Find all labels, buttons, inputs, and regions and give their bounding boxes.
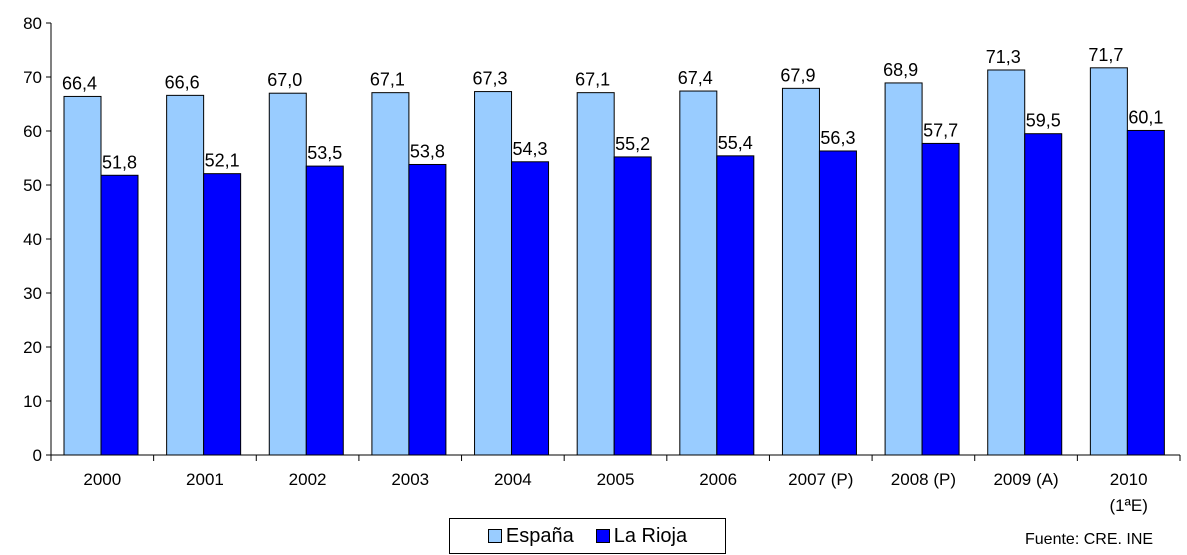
- bar-la-rioja: [921, 142, 960, 456]
- data-label-la-rioja: 53,5: [307, 143, 342, 163]
- data-label-espana: 71,7: [1088, 45, 1123, 65]
- data-label-espana: 66,4: [62, 73, 97, 93]
- bar-la-rioja: [1126, 129, 1165, 456]
- y-tick-label: 70: [23, 68, 42, 87]
- bar-espana: [987, 69, 1026, 456]
- bar-espana: [884, 82, 923, 456]
- bar-espana: [474, 91, 513, 456]
- bar-espana: [576, 92, 615, 456]
- y-tick-label: 50: [23, 176, 42, 195]
- data-label-la-rioja: 56,3: [820, 128, 855, 148]
- data-label-espana: 71,3: [986, 47, 1021, 67]
- y-tick-label: 30: [23, 284, 42, 303]
- x-tick-label: 2010 (1ªE): [1109, 470, 1147, 515]
- bar-la-rioja: [1024, 133, 1063, 456]
- bar-espana: [1089, 67, 1128, 456]
- bar-la-rioja: [408, 163, 447, 456]
- legend-swatch-espana: [487, 529, 502, 543]
- bar-la-rioja: [511, 161, 550, 456]
- x-tick-label: 2001: [186, 470, 224, 489]
- data-label-la-rioja: 59,5: [1026, 111, 1061, 131]
- x-tick-label: 2008 (P): [891, 470, 956, 489]
- bars: [63, 67, 1165, 456]
- bar-espana: [268, 92, 307, 456]
- data-label-la-rioja: 52,1: [205, 151, 240, 171]
- data-labels: 66,4 66,6 67,0 67,1 67,3 67,1 67,4 67,9 68,9 71,3…: [62, 45, 1163, 172]
- data-label-la-rioja: 55,4: [718, 133, 753, 153]
- data-label-espana: 68,9: [883, 60, 918, 80]
- x-tick-label: 2006: [699, 470, 737, 489]
- y-tick-label: 40: [23, 230, 42, 249]
- data-label-espana: 67,3: [473, 69, 508, 89]
- bar-espana: [781, 87, 820, 456]
- bar-la-rioja: [203, 173, 242, 456]
- y-tick-label: 10: [23, 392, 42, 411]
- bar-la-rioja: [818, 150, 857, 456]
- bar-espana: [371, 92, 410, 456]
- y-tick-label: 60: [23, 122, 42, 141]
- data-label-espana: 67,0: [267, 70, 302, 90]
- x-tick-label: 2005: [597, 470, 635, 489]
- y-tick-label: 80: [23, 14, 42, 33]
- x-tick-label: 2009 (A): [993, 470, 1058, 489]
- legend-item-espana: España: [487, 524, 574, 548]
- data-label-la-rioja: 51,8: [102, 152, 137, 172]
- x-axis: 2000 2001 2002 2003 2004 2005 2006 2007 (P) 2008…: [50, 454, 1181, 515]
- bar-la-rioja: [613, 156, 652, 456]
- y-tick-label: 0: [33, 446, 42, 465]
- data-label-espana: 67,9: [780, 65, 815, 85]
- data-label-la-rioja: 60,1: [1128, 107, 1163, 127]
- bar-la-rioja: [100, 174, 139, 456]
- data-label-la-rioja: 54,3: [513, 139, 548, 159]
- bar-la-rioja: [305, 165, 344, 456]
- bar-espana: [166, 94, 205, 456]
- x-tick-label: 2000: [83, 470, 121, 489]
- data-label-la-rioja: 55,2: [615, 134, 650, 154]
- legend-item-la-rioja: La Rioja: [595, 524, 688, 548]
- data-label-espana: 66,6: [165, 72, 200, 92]
- legend-label-espana: España: [505, 524, 574, 547]
- y-axis: 0 10 20 30 40 50 60 70 80: [23, 14, 52, 465]
- bar-espana: [63, 95, 102, 456]
- data-label-espana: 67,1: [370, 70, 405, 90]
- source-note: Fuente: CRE. INE: [1025, 531, 1154, 548]
- legend-label-la-rioja: La Rioja: [613, 524, 688, 547]
- data-label-la-rioja: 57,7: [923, 120, 958, 140]
- data-label-espana: 67,1: [575, 70, 610, 90]
- x-tick-label: 2002: [289, 470, 327, 489]
- y-tick-label: 20: [23, 338, 42, 357]
- bar-la-rioja: [716, 155, 755, 456]
- x-tick-label: 2003: [391, 470, 429, 489]
- bar-espana: [679, 90, 718, 456]
- legend: España La Rioja: [449, 518, 726, 554]
- data-label-espana: 67,4: [678, 68, 713, 88]
- x-tick-label: 2004: [494, 470, 532, 489]
- data-label-la-rioja: 53,8: [410, 141, 445, 161]
- legend-swatch-la-rioja: [595, 529, 610, 543]
- x-tick-label: 2007 (P): [788, 470, 853, 489]
